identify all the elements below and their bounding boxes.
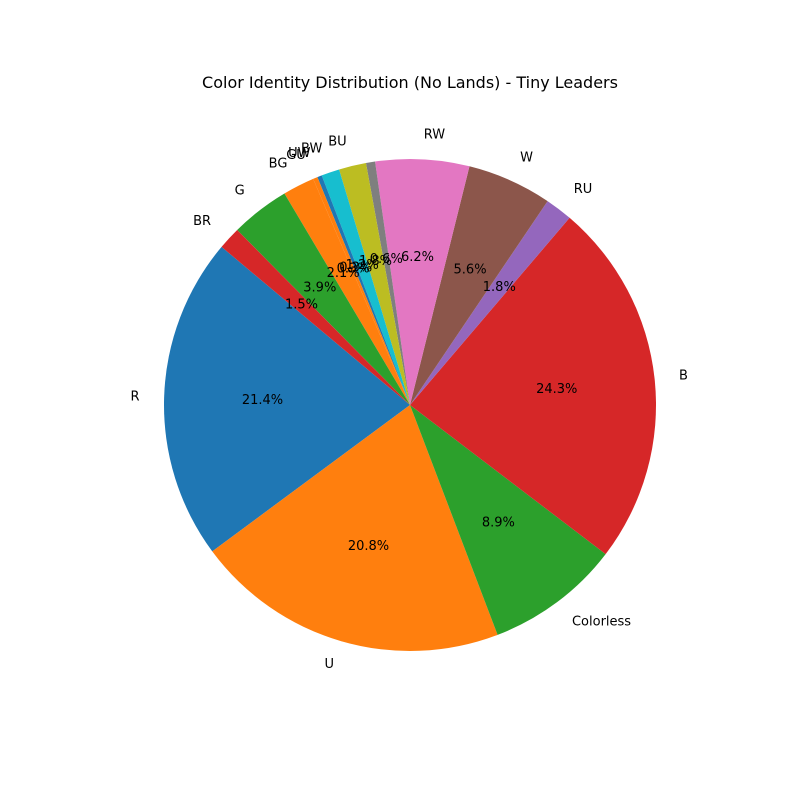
slice-percent-uw: 0.3% [339, 260, 372, 275]
pie-slice-r [163, 246, 410, 552]
pie-slice-ru [410, 201, 570, 405]
slice-percent-bw: 1.2% [346, 258, 379, 273]
slice-label-bw: BW [301, 141, 322, 156]
slice-percent-bu: 1.8% [359, 254, 392, 269]
slice-percent-gu: 0.3% [337, 261, 370, 276]
slice-percent-b: 24.3% [536, 382, 577, 397]
slice-label-bg: BG [269, 156, 288, 171]
slice-percent-rw: 6.2% [401, 250, 434, 265]
pie-slice-unlabeled-7 [365, 161, 410, 405]
slice-percent-r: 21.4% [242, 393, 283, 408]
pie-slice-rw [375, 159, 470, 405]
slice-percent-bg: 2.1% [327, 266, 360, 281]
slice-label-w: W [520, 150, 533, 165]
pie-slice-g [237, 193, 410, 405]
slice-label-gu: GU [286, 148, 306, 163]
pie-slice-uw [317, 175, 410, 405]
slice-percent-w: 5.6% [454, 263, 487, 278]
chart-title: Color Identity Distribution (No Lands) -… [202, 73, 618, 92]
slice-percent-br: 1.5% [285, 297, 318, 312]
slice-label-bu: BU [328, 134, 346, 149]
slice-label-uw: UW [288, 146, 311, 161]
slice-percent-colorless: 8.9% [482, 516, 515, 531]
pie-labels: R 21.4% U 20.8% Colorless 8.9% B 24.3% RU 1.8% W 5.… [130, 127, 687, 672]
slice-label-u: U [324, 657, 334, 672]
pie-slice-b [410, 217, 657, 555]
slice-percent-g: 3.9% [303, 281, 336, 296]
pie-slice-u [212, 405, 498, 651]
pie-slice-bw [321, 169, 410, 405]
slice-percent-ru: 1.8% [483, 280, 516, 295]
pie-slice-w [410, 166, 548, 405]
pie-slice-bu [339, 162, 410, 405]
pie-slice-colorless [410, 405, 606, 635]
slice-label-g: G [235, 183, 245, 198]
slice-label-rw: RW [424, 127, 446, 142]
slice-label-b: B [679, 369, 688, 384]
slice-label-ru: RU [574, 182, 593, 197]
slice-percent-u: 20.8% [348, 539, 389, 554]
pie-slices [163, 159, 657, 651]
slice-label-br: BR [193, 214, 211, 229]
pie-slice-br [221, 229, 410, 405]
pie-slice-gu [313, 177, 410, 405]
pie-slice-bg [284, 178, 410, 405]
slice-percent-unlabeled-7: 0.6% [370, 252, 403, 267]
slice-label-colorless: Colorless [572, 614, 631, 629]
slice-label-r: R [130, 389, 139, 404]
